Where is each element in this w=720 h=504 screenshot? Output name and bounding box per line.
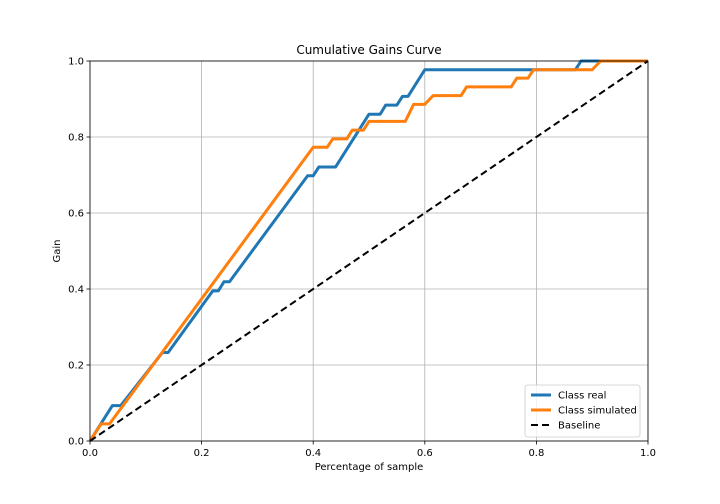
- grid-lines: [89, 60, 649, 442]
- chart-title: Cumulative Gains Curve: [296, 43, 441, 57]
- legend-box: [524, 384, 641, 438]
- x-axis-ticks: 0.0 0.2 0.4 0.6 0.8 1.0: [82, 441, 656, 459]
- x-tick-label: 0.0: [82, 448, 98, 459]
- legend-label: Baseline: [558, 421, 600, 432]
- series-lines: [88, 59, 649, 442]
- series-line-class-simulated: [88, 59, 648, 442]
- legend-label: Class simulated: [558, 406, 637, 417]
- y-axis-label: Gain: [52, 240, 63, 263]
- x-tick-label: 0.2: [194, 448, 210, 459]
- x-tick-label: 0.8: [528, 448, 544, 459]
- legend-label: Class real: [558, 391, 606, 402]
- x-tick-label: 1.0: [640, 448, 656, 459]
- y-tick-label: 0.2: [68, 361, 84, 372]
- x-axis-label: Percentage of sample: [315, 462, 424, 473]
- plot-frame: [89, 60, 649, 442]
- y-tick-label: 0.4: [68, 285, 84, 296]
- legend: Class real Class simulated Baseline: [524, 384, 641, 438]
- y-tick-label: 0.6: [68, 209, 84, 220]
- y-tick-label: 0.0: [68, 437, 84, 448]
- series-line-baseline: [89, 60, 649, 442]
- y-axis-ticks: 0.0 0.2 0.4 0.6 0.8 1.0: [68, 57, 90, 448]
- x-tick-label: 0.4: [305, 448, 321, 459]
- y-tick-label: 0.8: [68, 133, 84, 144]
- x-tick-label: 0.6: [417, 448, 433, 459]
- series-line-class-real: [88, 59, 648, 442]
- y-tick-label: 1.0: [68, 57, 84, 68]
